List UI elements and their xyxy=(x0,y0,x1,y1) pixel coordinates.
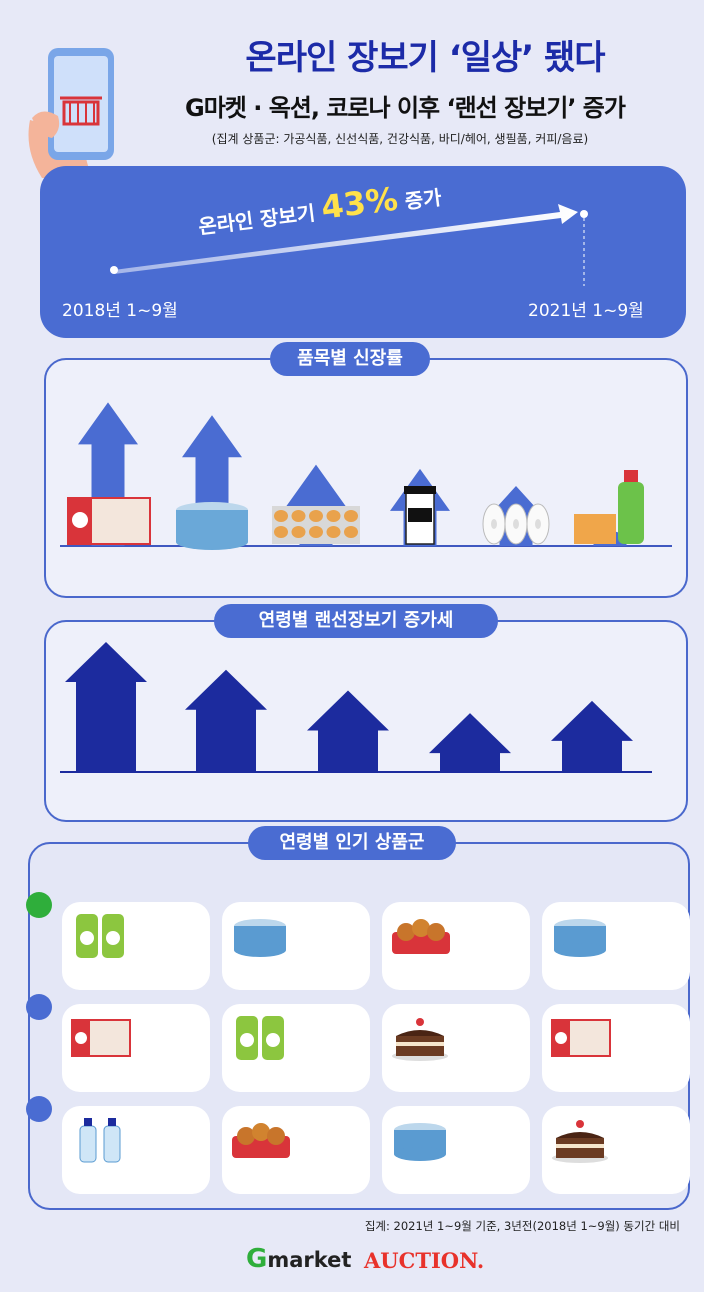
age-growth-arrow-20대 xyxy=(65,642,147,772)
popular-item-card xyxy=(222,1106,370,1194)
cake-icon xyxy=(550,1112,612,1164)
footer-note: 집계: 2021년 1~9월 기준, 3년전(2018년 1~9월) 동기간 대… xyxy=(364,1219,680,1233)
rank-badge-2 xyxy=(26,994,52,1020)
gmarket-logo-g: G xyxy=(246,1244,268,1274)
fried-chicken-tray-icon xyxy=(390,908,452,960)
age-growth-arrow-60대-이상 xyxy=(551,700,633,772)
trend-start-label: 2018년 1~9월 xyxy=(62,301,178,321)
trend-line xyxy=(110,204,588,286)
egg-tray-icon xyxy=(272,506,360,544)
popular-item-card xyxy=(222,1004,370,1092)
fried-chicken-tray-icon xyxy=(230,1112,292,1164)
supplement-box-icon xyxy=(70,1010,132,1062)
age-growth-arrow-40대 xyxy=(307,690,389,772)
cake-icon xyxy=(390,1010,452,1062)
popular-item-card xyxy=(62,1106,210,1194)
soda-can-icon xyxy=(70,908,132,960)
gmarket-logo-market: market xyxy=(267,1248,352,1272)
tuna-can-icon xyxy=(176,502,248,550)
trend-text-suffix: 증가 xyxy=(403,185,443,214)
shampoo-bottle-icon xyxy=(574,470,644,544)
auction-logo: AUCTION. xyxy=(364,1248,485,1273)
popular-item-card xyxy=(62,902,210,990)
tuna-can-icon xyxy=(390,1112,452,1164)
popular-item-card xyxy=(542,902,690,990)
aggregation-scope-note: (집계 상품군: 가공식품, 신선식품, 건강식품, 바디/헤어, 생필품, 커… xyxy=(211,132,589,146)
popular-item-card xyxy=(542,1004,690,1092)
section-title-popular: 연령별 인기 상품군 xyxy=(248,826,456,860)
coffee-cup-icon xyxy=(404,486,436,545)
page-title: 온라인 장보기 ‘일상’ 됐다 xyxy=(245,38,605,78)
page-subtitle: G마켓 · 옥션, 코로나 이후 ‘랜선 장보기’ 증가 xyxy=(185,94,626,122)
section-title-age: 연령별 랜선장보기 증가세 xyxy=(214,604,498,638)
supplement-box-icon xyxy=(550,1010,612,1062)
trend-end-label: 2021년 1~9월 xyxy=(528,301,644,321)
rank-badge-3 xyxy=(26,1096,52,1122)
tuna-can-icon xyxy=(230,908,292,960)
popular-item-card xyxy=(382,1106,530,1194)
soda-can-icon xyxy=(230,1010,292,1062)
gmarket-logo: Gmarket xyxy=(246,1244,351,1274)
popular-item-card xyxy=(542,1106,690,1194)
tuna-can-icon xyxy=(550,908,612,960)
age-growth-arrow-50대 xyxy=(429,713,511,772)
water-bottle-icon xyxy=(70,1112,132,1164)
supplement-box-icon xyxy=(67,497,151,545)
popular-item-card xyxy=(382,1004,530,1092)
category-growth-chart xyxy=(60,402,672,550)
rank-badge-1 xyxy=(26,892,52,918)
popular-item-card xyxy=(62,1004,210,1092)
popular-item-card xyxy=(222,902,370,990)
age-growth-chart xyxy=(60,642,652,773)
tissue-roll-icon xyxy=(482,503,550,545)
online-shopping-trend-panel: 온라인 장보기 43% 증가 2018년 1~9월 2021년 1~9월 xyxy=(40,166,686,338)
category-growth-panel xyxy=(44,358,688,598)
phone-hand-illustration xyxy=(22,40,132,180)
age-growth-arrow-30대 xyxy=(185,669,267,772)
popular-item-card xyxy=(382,902,530,990)
popular-items-panel xyxy=(26,842,690,1210)
age-growth-panel xyxy=(44,620,688,822)
section-title-category: 품목별 신장률 xyxy=(270,342,430,376)
